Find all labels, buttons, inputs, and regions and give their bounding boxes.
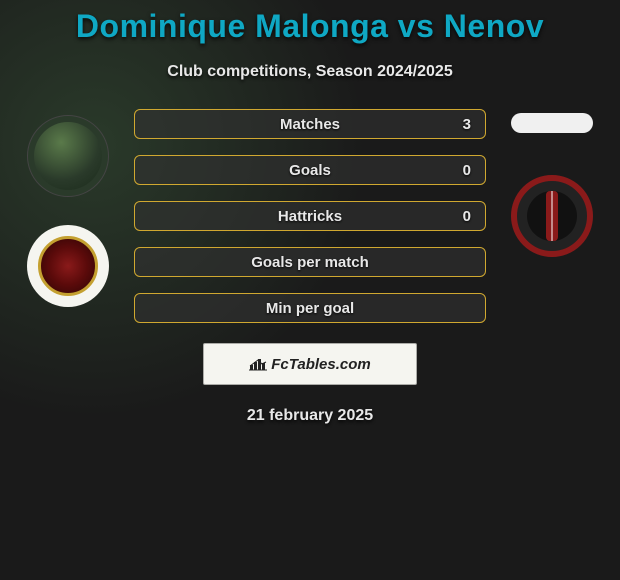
stat-label: Min per goal (266, 300, 354, 317)
fctables-label: FcTables.com (271, 356, 370, 373)
right-club-badge-stripe (546, 191, 558, 241)
stat-row-hattricks: Hattricks 0 (134, 201, 486, 231)
stat-label: Matches (280, 116, 340, 133)
right-club-badge (511, 175, 593, 257)
stat-label: Goals per match (251, 254, 369, 271)
stat-label: Hattricks (278, 208, 342, 225)
left-club-badge-inner (38, 236, 98, 296)
stat-row-goals-per-match: Goals per match (134, 247, 486, 277)
left-player-column (8, 109, 128, 307)
date-line: 21 february 2025 (0, 407, 620, 425)
left-player-avatar (27, 115, 109, 197)
stats-column: Matches 3 Goals 0 Hattricks 0 Goals per … (128, 109, 492, 323)
stat-row-goals: Goals 0 (134, 155, 486, 185)
fctables-attribution[interactable]: FcTables.com (203, 343, 417, 385)
stat-right-value: 0 (342, 208, 471, 225)
bar-chart-icon (249, 357, 267, 371)
right-player-avatar (511, 113, 593, 133)
stat-label: Goals (289, 162, 331, 179)
stat-row-matches: Matches 3 (134, 109, 486, 139)
stat-right-value: 3 (340, 116, 471, 133)
page-title: Dominique Malonga vs Nenov (0, 0, 620, 45)
stat-right-value: 0 (331, 162, 471, 179)
right-club-badge-inner (527, 191, 577, 241)
subtitle: Club competitions, Season 2024/2025 (0, 63, 620, 81)
main-row: Matches 3 Goals 0 Hattricks 0 Goals per … (0, 109, 620, 323)
stat-row-min-per-goal: Min per goal (134, 293, 486, 323)
comparison-card: Dominique Malonga vs Nenov Club competit… (0, 0, 620, 580)
left-club-badge (27, 225, 109, 307)
avatar-image-placeholder (34, 122, 102, 190)
right-player-column (492, 109, 612, 257)
